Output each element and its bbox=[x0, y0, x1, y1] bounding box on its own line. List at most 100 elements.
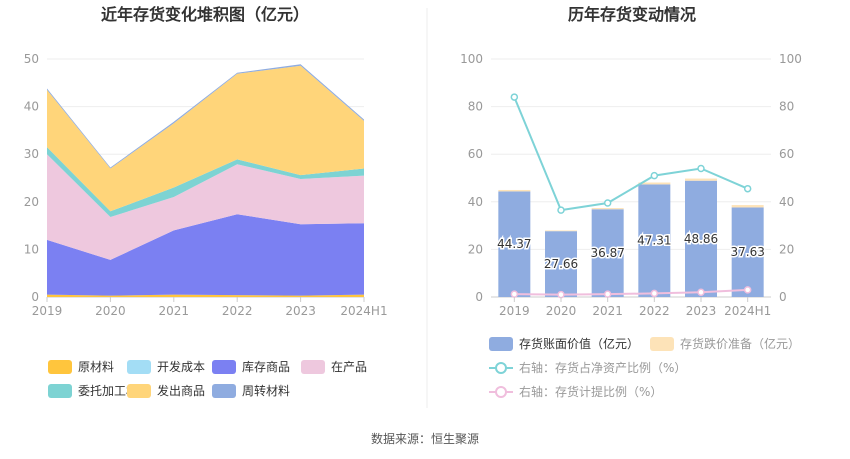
left-x-tick-label: 2019 bbox=[32, 304, 63, 318]
left-x-tick-label: 2023 bbox=[285, 304, 316, 318]
bar-book-value bbox=[498, 191, 531, 297]
legend-swatch-provision bbox=[650, 337, 674, 351]
right-chart-title: 历年存货变动情况 bbox=[568, 5, 696, 24]
bar-book-value bbox=[731, 207, 764, 297]
legend-label-2: 库存商品 bbox=[242, 359, 290, 374]
bar-value-label: 37.63 bbox=[730, 245, 764, 259]
legend-label-3: 在产品 bbox=[331, 360, 367, 374]
legend-swatch-5 bbox=[127, 384, 151, 398]
legend-swatch-0 bbox=[48, 360, 72, 374]
right-y-tick-label: 100 bbox=[460, 52, 483, 66]
line-point-0 bbox=[743, 184, 752, 193]
left-x-tick-label: 2021 bbox=[159, 304, 190, 318]
left-x-tick-label: 2020 bbox=[95, 304, 126, 318]
right-y-tick-label: 0 bbox=[475, 290, 483, 304]
bar-book-value bbox=[685, 180, 717, 297]
right-y-tick-label: 80 bbox=[468, 100, 483, 114]
line-point-0 bbox=[603, 199, 612, 207]
right-y2-tick-label: 100 bbox=[779, 52, 802, 66]
right-y2-tick-label: 0 bbox=[779, 290, 787, 304]
left-y-tick-label: 10 bbox=[24, 242, 39, 256]
right-legend: 存货账面价值（亿元） 存货跌价准备（亿元） 右轴：存货占净资产比例（%） 右轴：存货计… bbox=[489, 336, 800, 399]
bar-value-label: 44.37 bbox=[497, 237, 531, 251]
bar-provision bbox=[731, 205, 764, 208]
right-y2-tick-label: 60 bbox=[779, 147, 794, 161]
legend-swatch-6 bbox=[212, 384, 236, 398]
left-x-tick-label: 2022 bbox=[222, 304, 253, 318]
bar-value-label: 27.66 bbox=[544, 257, 578, 271]
left-x-tick-label: 2024H1 bbox=[340, 304, 387, 318]
line-series-1 bbox=[514, 288, 748, 296]
line-point-1 bbox=[650, 289, 659, 298]
left-y-tick-label: 0 bbox=[31, 290, 39, 304]
legend-swatch-1 bbox=[127, 360, 151, 374]
line-point-1 bbox=[603, 290, 612, 298]
bar-provision bbox=[545, 230, 577, 232]
bar-value-label-halo: 37.63 bbox=[730, 245, 764, 259]
legend-label-5: 发出商品 bbox=[157, 383, 205, 398]
bar-value-label-halo: 47.31 bbox=[637, 234, 671, 248]
legend-label-0: 原材料 bbox=[78, 360, 114, 374]
left-chart-title: 近年存货变化堆积图（亿元） bbox=[101, 5, 309, 24]
bar-provision bbox=[638, 182, 671, 185]
area-5 bbox=[47, 65, 364, 212]
right-x-tick-label: 2023 bbox=[686, 304, 717, 318]
bar-value-label-halo: 36.87 bbox=[590, 246, 624, 260]
right-x-tick-label: 2024H1 bbox=[724, 304, 771, 318]
line-point-1 bbox=[743, 286, 752, 294]
legend-swatch-book-value bbox=[489, 337, 513, 351]
legend-label-provision: 存货跌价准备（亿元） bbox=[680, 336, 800, 351]
legend-marker-1 bbox=[495, 386, 507, 398]
left-y-tick-label: 40 bbox=[24, 100, 39, 114]
left-y-tick-label: 50 bbox=[24, 52, 39, 66]
left-y-tick-label: 20 bbox=[24, 195, 39, 209]
bar-value-label: 36.87 bbox=[590, 246, 624, 260]
bar-provision bbox=[498, 189, 531, 192]
legend-label-1: 开发成本 bbox=[157, 359, 205, 374]
bar-provision bbox=[591, 208, 624, 210]
right-y2-tick-label: 20 bbox=[779, 242, 794, 256]
line-point-1 bbox=[697, 288, 705, 296]
right-y2-tick-label: 40 bbox=[779, 195, 794, 209]
right-x-tick-label: 2019 bbox=[499, 304, 530, 318]
bar-book-value bbox=[545, 231, 577, 297]
bar-value-label: 48.86 bbox=[684, 232, 718, 246]
area-0 bbox=[47, 294, 364, 297]
left-y-tick-label: 30 bbox=[24, 147, 39, 161]
line-point-0 bbox=[697, 164, 705, 173]
bar-provision bbox=[685, 178, 717, 181]
line-point-0 bbox=[650, 171, 659, 180]
line-series-0 bbox=[513, 96, 749, 212]
bar-book-value bbox=[638, 184, 671, 297]
line-point-0 bbox=[557, 206, 565, 214]
right-y-tick-label: 40 bbox=[468, 195, 483, 209]
right-x-tick-label: 2022 bbox=[639, 304, 670, 318]
bar-value-label: 47.31 bbox=[637, 234, 671, 248]
stacked-area-chart: 0 10 20 30 40 50 2019 2020 2021 2022 2023 2024H1 bbox=[24, 52, 388, 318]
area-2 bbox=[47, 214, 364, 296]
right-y-tick-label: 20 bbox=[468, 242, 483, 256]
right-x-tick-label: 2020 bbox=[546, 304, 577, 318]
inventory-bar-line-chart: 02040608010002040608010044.3744.3727.662… bbox=[460, 52, 802, 318]
right-y2-tick-label: 80 bbox=[779, 100, 794, 114]
legend-swatch-4 bbox=[48, 384, 72, 398]
legend-label-line-0: 右轴：存货占净资产比例（%） bbox=[519, 360, 686, 375]
legend-marker-0 bbox=[495, 362, 507, 374]
legend-swatch-2 bbox=[212, 360, 236, 374]
line-point-1 bbox=[510, 290, 519, 298]
legend-label-6: 周转材料 bbox=[242, 383, 290, 398]
line-point-0 bbox=[510, 93, 519, 101]
legend-label-book-value: 存货账面价值（亿元） bbox=[519, 336, 639, 351]
bar-value-label-halo: 27.66 bbox=[544, 257, 578, 271]
area-3 bbox=[47, 154, 364, 260]
bar-book-value bbox=[591, 209, 624, 297]
right-y-tick-label: 60 bbox=[468, 147, 483, 161]
bar-value-label-halo: 44.37 bbox=[497, 237, 531, 251]
bar-value-label-halo: 48.86 bbox=[684, 232, 718, 246]
legend-swatch-3 bbox=[301, 360, 325, 374]
line-point-1 bbox=[557, 290, 565, 299]
right-x-tick-label: 2021 bbox=[592, 304, 623, 318]
source-label: 数据来源：恒生聚源 bbox=[371, 431, 479, 446]
